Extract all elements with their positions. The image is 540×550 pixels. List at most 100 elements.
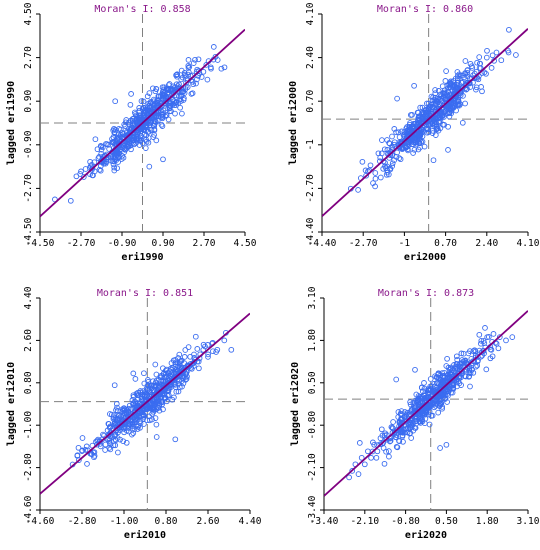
scatter-point <box>445 147 451 153</box>
scatter-point <box>161 388 167 395</box>
scatter-point <box>174 72 180 78</box>
scatter-point <box>151 114 157 120</box>
scatter-point <box>163 112 170 119</box>
scatter-point <box>221 64 228 71</box>
scatter-point <box>112 148 119 155</box>
regression-line <box>40 312 250 495</box>
scatter-point <box>75 444 82 451</box>
scatter-point <box>417 104 424 111</box>
scatter-point <box>390 419 396 425</box>
scatter-point <box>111 129 118 135</box>
scatter-point <box>82 447 89 453</box>
scatter-point <box>358 454 365 461</box>
x-tick-label: 4.40 <box>239 516 262 527</box>
scatter-point <box>80 174 87 180</box>
scatter-point <box>150 134 157 140</box>
scatter-point <box>185 344 192 350</box>
scatter-point <box>153 434 160 440</box>
scatter-point <box>115 449 121 456</box>
scatter-point <box>110 414 117 421</box>
scatter-point <box>95 155 102 162</box>
scatter-point <box>228 346 235 353</box>
x-tick-label: 1.80 <box>476 516 499 527</box>
scatter-point <box>464 86 470 92</box>
scatter-point <box>396 155 403 161</box>
scatter-point <box>430 157 437 164</box>
scatter-point <box>409 136 416 143</box>
scatter-point <box>172 110 178 117</box>
scatter-point <box>145 129 152 135</box>
scatter-point <box>509 334 516 340</box>
scatter-point <box>99 144 106 151</box>
scatter-point <box>498 57 505 64</box>
scatter-point <box>468 63 475 70</box>
scatter-point <box>459 360 466 367</box>
scatter-point <box>164 388 170 394</box>
y-tick-label: -2.80 <box>23 453 34 482</box>
scatter-point <box>489 52 496 59</box>
scatter-point <box>208 65 214 72</box>
chart-title: Moran's I: 0.860 <box>377 4 473 15</box>
scatter-point <box>506 26 512 33</box>
scatter-point <box>458 382 464 388</box>
scatter-point <box>91 159 98 166</box>
scatter-point <box>152 361 159 368</box>
scatter-point <box>416 394 423 400</box>
scatter-point <box>171 84 178 91</box>
scatter-point <box>111 164 118 171</box>
scatter-point <box>427 383 434 390</box>
x-tick-label: -0.80 <box>391 516 420 527</box>
scatter-point <box>412 366 418 373</box>
scatter-point <box>173 359 179 366</box>
scatter-point <box>453 81 460 88</box>
scatter-point <box>391 157 397 164</box>
scatter-point <box>425 112 432 119</box>
y-tick-label: -4.40 <box>305 217 316 246</box>
scatter-point <box>411 146 418 153</box>
scatter-point <box>377 174 384 181</box>
scatter-point <box>131 141 137 148</box>
scatter-point <box>476 54 483 60</box>
scatter-point <box>163 85 170 92</box>
scatter-point <box>77 171 84 177</box>
scatter-point <box>375 150 382 157</box>
y-tick-label: 4.40 <box>23 286 34 309</box>
scatter-point <box>121 121 128 128</box>
scatter-point <box>421 420 428 427</box>
scatter-point <box>442 78 449 84</box>
scatter-point <box>143 138 150 145</box>
scatter-point <box>118 156 125 162</box>
scatter-point <box>132 398 138 405</box>
scatter-point <box>454 69 461 75</box>
scatter-point <box>218 65 225 72</box>
scatter-point <box>91 449 98 456</box>
scatter-point <box>415 109 422 116</box>
scatter-point <box>488 346 495 353</box>
scatter-point <box>172 381 179 388</box>
x-axis-label: eri2010 <box>124 529 166 541</box>
scatter-point <box>483 366 490 373</box>
scatter-point <box>397 419 404 425</box>
scatter-point <box>146 405 153 412</box>
scatter-point <box>464 67 471 73</box>
scatter-point <box>443 68 449 74</box>
scatter-point <box>418 384 425 391</box>
scatter-point <box>444 105 451 111</box>
scatter-point <box>141 421 147 427</box>
scatter-point <box>205 354 211 360</box>
y-tick-label: 0.70 <box>305 89 316 112</box>
scatter-point <box>106 432 112 439</box>
scatter-point <box>389 133 395 140</box>
scatter-point <box>159 123 166 129</box>
scatter-point <box>182 347 189 353</box>
scatter-point <box>121 406 128 412</box>
scatter-point <box>178 373 185 380</box>
scatter-point <box>125 428 132 435</box>
scatter-point <box>202 343 208 350</box>
scatter-point <box>372 170 379 176</box>
scatter-point <box>391 126 398 132</box>
scatter-point <box>451 369 458 375</box>
scatter-point <box>480 347 487 354</box>
scatter-point <box>379 137 385 143</box>
points-group <box>347 26 519 193</box>
